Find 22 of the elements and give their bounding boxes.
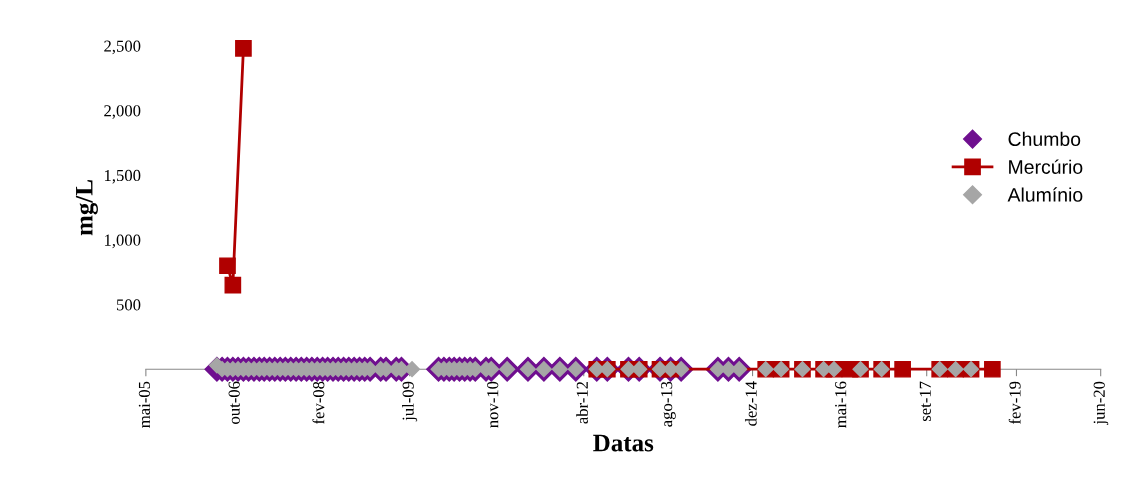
x-tick-label: abr-12: [576, 381, 588, 424]
x-tick-label: fev-19: [1008, 381, 1021, 424]
y-tick-label: 2,000: [104, 105, 141, 119]
legend-label: Mercúrio: [1009, 159, 1083, 174]
x-tick-label: dez-14: [744, 381, 757, 426]
x-tick-label: mai-05: [138, 381, 151, 428]
x-tick-label: out-06: [228, 381, 240, 424]
x-tick-label: mai-16: [835, 381, 847, 428]
x-tick-label: ago-13: [661, 381, 676, 427]
y-tick-label: 1,000: [104, 234, 141, 249]
y-tick-label: 500: [116, 299, 141, 311]
y-tick-label: 2,500: [104, 40, 141, 55]
legend-label: Chumbo: [1008, 131, 1081, 147]
x-axis-title: Datas: [593, 434, 654, 452]
x-tick-label: jun-20: [1093, 381, 1109, 426]
x-tick-label: jul-09: [402, 381, 418, 422]
legend-label: Alumínio: [1007, 187, 1083, 202]
y-tick-label: 1,500: [104, 169, 141, 184]
x-tick-label: fev-08: [312, 381, 325, 424]
x-tick-label: set-17: [919, 381, 931, 422]
x-tick-label: nov-10: [487, 381, 499, 428]
y-axis-title: mg/L: [75, 180, 98, 236]
